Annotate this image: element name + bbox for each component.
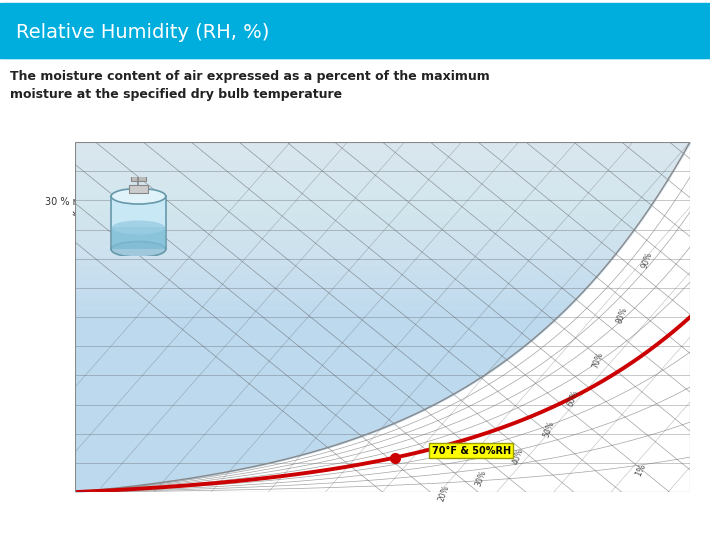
FancyBboxPatch shape [0,3,710,59]
Text: 30 % rh: 30 % rh [45,197,83,216]
Ellipse shape [112,220,165,234]
Text: 70%: 70% [591,351,605,370]
Bar [129,185,148,193]
Text: 50%: 50% [542,420,556,438]
Bar [111,196,166,249]
Text: 70°F & 50%RH: 70°F & 50%RH [432,446,510,456]
Text: 60%: 60% [566,389,580,408]
Bar [112,227,165,249]
Text: Ⓜ Munters: Ⓜ Munters [604,510,682,524]
Text: Relative Humidity (RH, %): Relative Humidity (RH, %) [16,23,269,42]
Text: 20%: 20% [437,484,451,503]
Text: moisture at the specified dry bulb temperature: moisture at the specified dry bulb tempe… [10,88,342,101]
Ellipse shape [111,188,166,204]
Text: The moisture content of air expressed as a percent of the maximum: The moisture content of air expressed as… [10,70,490,83]
Text: 40%: 40% [510,447,525,465]
Ellipse shape [111,241,166,257]
Text: 90%: 90% [640,251,654,269]
Text: 80%: 80% [616,306,630,324]
Text: 30%: 30% [474,468,488,487]
Text: 1%: 1% [634,462,648,478]
Bar [131,176,146,180]
